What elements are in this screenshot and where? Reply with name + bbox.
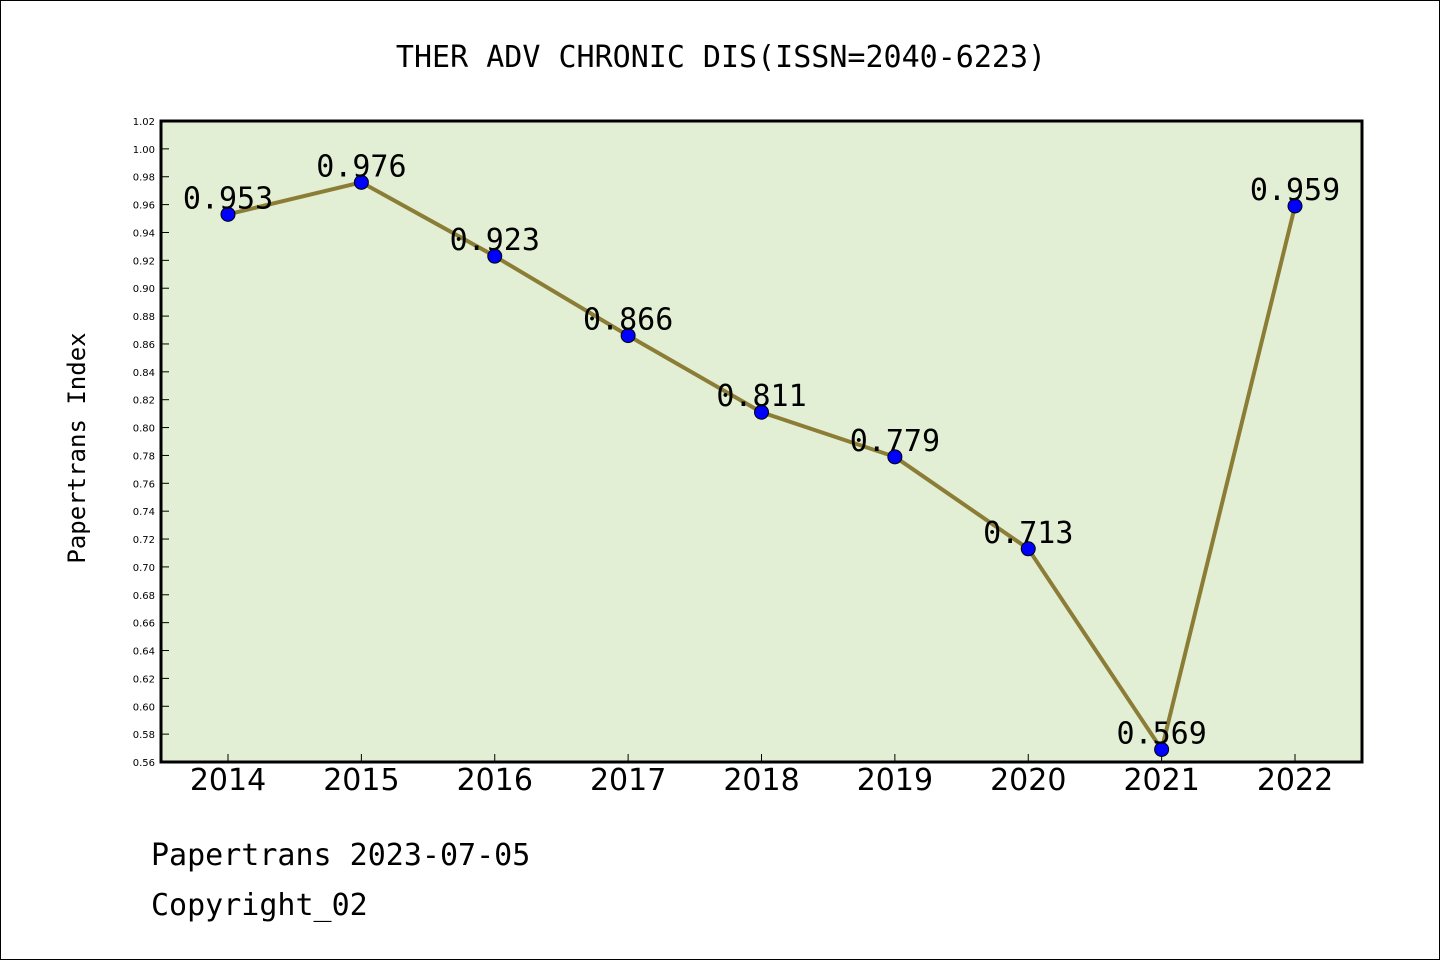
data-point xyxy=(754,404,769,420)
data-label: 0.779 xyxy=(850,424,940,459)
data-label: 0.811 xyxy=(716,379,806,414)
footer-copyright: Copyright_02 xyxy=(151,888,368,923)
chart-title: THER ADV CHRONIC DIS(ISSN=2040-6223) xyxy=(396,40,1046,75)
data-point xyxy=(620,328,636,344)
x-tick-label: 2017 xyxy=(590,763,666,798)
data-labels: 0.953 0.976 0.923 0.866 0.811 0.779 0.713 0.569… xyxy=(183,149,1340,751)
y-tick-label: 1.02 xyxy=(133,117,155,128)
data-point xyxy=(1020,541,1036,557)
data-point xyxy=(1154,741,1170,757)
y-tick-label: 0.84 xyxy=(133,368,155,379)
x-tick-label: 2018 xyxy=(723,763,799,798)
data-label: 0.976 xyxy=(316,149,406,184)
y-tick-label: 0.76 xyxy=(133,479,155,490)
data-label: 0.713 xyxy=(983,516,1073,551)
footer-date: Papertrans 2023-07-05 xyxy=(151,838,530,873)
y-tick-label: 0.90 xyxy=(133,284,155,295)
y-tick-label: 0.68 xyxy=(133,591,155,602)
data-point xyxy=(220,206,236,222)
x-tick-label: 2022 xyxy=(1257,763,1333,798)
y-tick-label: 0.94 xyxy=(133,228,155,239)
y-tick-label: 0.58 xyxy=(133,730,155,741)
x-tick-label: 2015 xyxy=(323,763,399,798)
data-point xyxy=(487,248,503,264)
data-points xyxy=(220,174,1303,757)
y-tick-label: 0.88 xyxy=(133,312,155,323)
x-tick-label: 2020 xyxy=(990,763,1066,798)
y-tick-label: 0.98 xyxy=(133,173,155,184)
data-point xyxy=(887,449,903,465)
y-tick-label: 0.72 xyxy=(133,535,155,546)
x-axis: 2014 2015 2016 2017 2018 2019 2020 2021 2022 xyxy=(190,754,1333,798)
plot-border xyxy=(159,119,1364,764)
plot-area xyxy=(161,121,1362,762)
y-tick-label: 0.96 xyxy=(133,201,155,212)
y-tick-label: 0.74 xyxy=(133,507,155,518)
y-tick-label: 1.00 xyxy=(133,145,155,156)
y-tick-label: 0.78 xyxy=(133,451,155,462)
data-label: 0.923 xyxy=(450,223,540,258)
y-axis: 0.56 0.58 0.60 0.62 0.64 0.66 0.68 0.70 0.72 0.74… xyxy=(133,117,169,769)
y-tick-label: 0.82 xyxy=(133,396,155,407)
y-tick-label: 0.86 xyxy=(133,340,155,351)
y-tick-label: 0.80 xyxy=(133,424,155,435)
y-tick-label: 0.92 xyxy=(133,256,155,267)
y-tick-label: 0.62 xyxy=(133,674,155,685)
data-label: 0.866 xyxy=(583,303,673,338)
x-tick-label: 2014 xyxy=(190,763,266,798)
y-tick-label: 0.56 xyxy=(133,758,155,769)
y-axis-label: Papertrans Index xyxy=(63,332,91,563)
x-tick-label: 2016 xyxy=(457,763,533,798)
data-point xyxy=(1287,198,1303,214)
data-label: 0.569 xyxy=(1116,716,1206,751)
data-point xyxy=(353,174,369,190)
y-tick-label: 0.66 xyxy=(133,619,155,630)
x-tick-label: 2021 xyxy=(1123,763,1199,798)
data-label: 0.959 xyxy=(1250,173,1340,208)
x-tick-label: 2019 xyxy=(857,763,933,798)
y-tick-label: 0.70 xyxy=(133,563,155,574)
y-tick-label: 0.60 xyxy=(133,702,155,713)
data-label: 0.953 xyxy=(183,181,273,216)
y-tick-label: 0.64 xyxy=(133,647,155,658)
